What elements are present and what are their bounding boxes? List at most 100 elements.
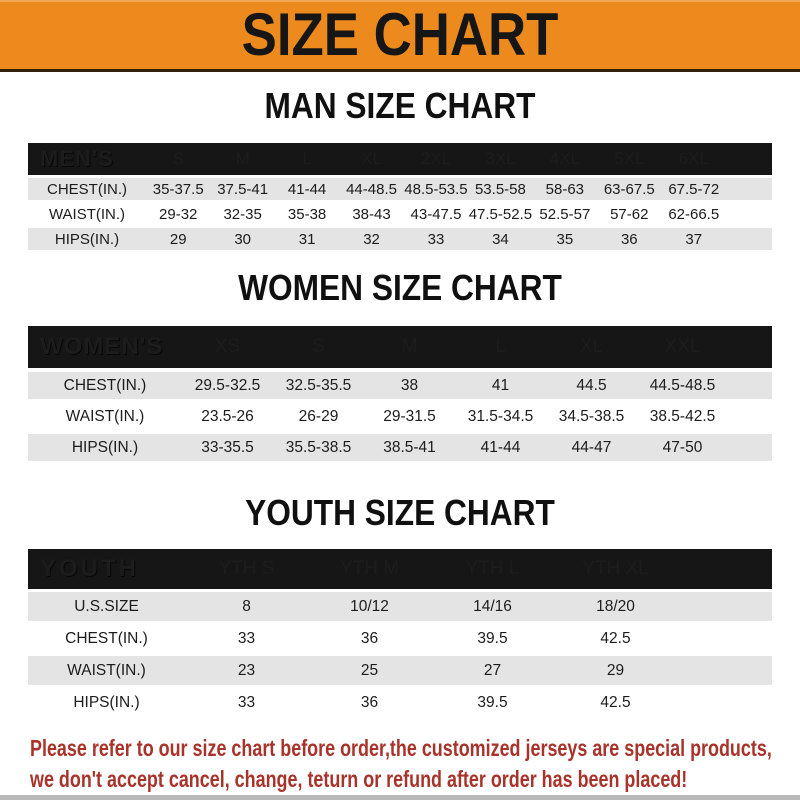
header-pad (728, 326, 772, 368)
size-value-cell: 10/12 (308, 592, 431, 621)
size-value-cell: 29-32 (146, 203, 211, 225)
row-pad (726, 203, 772, 225)
size-value-cell: 38.5-42.5 (637, 403, 728, 430)
size-column-header: 2XL (403, 143, 469, 175)
row-label: CHEST(IN.) (28, 178, 146, 200)
size-value-cell: 31 (274, 228, 340, 250)
table-row: U.S.SIZE 8 10/12 14/16 18/20 (28, 592, 772, 621)
row-pad (726, 228, 772, 250)
size-value-cell: 47-50 (637, 434, 728, 461)
size-column-header: S (146, 143, 211, 175)
size-value-cell: 14/16 (431, 592, 554, 621)
size-value-cell: 42.5 (554, 688, 677, 717)
size-column-header: L (274, 143, 340, 175)
footer-notice: Please refer to our size chart before or… (0, 733, 800, 795)
man-section-heading: MAN SIZE CHART (0, 86, 800, 126)
size-value-cell: 43-47.5 (403, 203, 469, 225)
row-pad (728, 372, 772, 399)
bottom-edge-strip (0, 795, 800, 800)
size-value-cell: 33-35.5 (182, 434, 273, 461)
size-value-cell: 38.5-41 (364, 434, 455, 461)
size-value-cell: 25 (308, 656, 431, 685)
size-column-header: M (210, 143, 275, 175)
header-pad (726, 143, 772, 175)
table-row: CHEST(IN.) 33 36 39.5 42.5 (28, 624, 772, 653)
size-value-cell: 39.5 (431, 624, 554, 653)
size-value-cell: 36 (308, 688, 431, 717)
size-value-cell: 57-62 (597, 203, 662, 225)
size-value-cell: 44-47 (546, 434, 637, 461)
table-corner-label: MEN'S (28, 143, 146, 175)
size-value-cell: 32 (339, 228, 404, 250)
row-label: U.S.SIZE (28, 592, 185, 621)
row-label: WAIST(IN.) (28, 203, 146, 225)
size-value-cell: 35-38 (274, 203, 340, 225)
row-label: HIPS(IN.) (28, 434, 182, 461)
row-pad (677, 624, 772, 653)
size-column-header: 6XL (661, 143, 726, 175)
size-column-header: L (455, 326, 546, 368)
row-label: CHEST(IN.) (28, 372, 182, 399)
size-value-cell: 32.5-35.5 (273, 372, 364, 399)
size-column-header: YTH XL (554, 549, 677, 589)
size-column-header: XL (339, 143, 404, 175)
size-value-cell: 48.5-53.5 (403, 178, 469, 200)
size-value-cell: 23 (185, 656, 308, 685)
youth-section-heading-text: YOUTH SIZE CHART (245, 492, 555, 533)
size-value-cell: 37 (661, 228, 726, 250)
table-header-row: WOMEN'S XS S M L XL XXL (28, 326, 772, 368)
table-corner-label: WOMEN'S (28, 326, 182, 368)
row-label: WAIST(IN.) (28, 656, 185, 685)
size-value-cell: 58-63 (532, 178, 598, 200)
size-value-cell: 35 (532, 228, 598, 250)
men-size-table: MEN'S S M L XL 2XL 3XL 4XL 5XL 6XL CHEST(IN.) 35-37… (28, 140, 772, 253)
size-value-cell: 36 (308, 624, 431, 653)
size-column-header: S (273, 326, 364, 368)
size-value-cell: 44-48.5 (339, 178, 404, 200)
size-value-cell: 41-44 (455, 434, 546, 461)
size-value-cell: 67.5-72 (661, 178, 726, 200)
size-value-cell: 52.5-57 (532, 203, 598, 225)
size-column-header: XXL (637, 326, 728, 368)
size-value-cell: 33 (403, 228, 469, 250)
size-value-cell: 29 (554, 656, 677, 685)
size-column-header: XL (546, 326, 637, 368)
row-pad (677, 688, 772, 717)
size-value-cell: 30 (210, 228, 275, 250)
table-row: HIPS(IN.) 33 36 39.5 42.5 (28, 688, 772, 717)
size-value-cell: 26-29 (273, 403, 364, 430)
youth-section-heading: YOUTH SIZE CHART (0, 493, 800, 533)
size-column-header: 4XL (532, 143, 598, 175)
size-value-cell: 44.5-48.5 (637, 372, 728, 399)
size-value-cell: 29-31.5 (364, 403, 455, 430)
size-value-cell: 42.5 (554, 624, 677, 653)
size-value-cell: 8 (185, 592, 308, 621)
table-corner-label: YOUTH (28, 549, 185, 589)
size-column-header: YTH S (185, 549, 308, 589)
size-column-header: YTH M (308, 549, 431, 589)
size-value-cell: 27 (431, 656, 554, 685)
size-value-cell: 62-66.5 (661, 203, 726, 225)
size-value-cell: 63-67.5 (597, 178, 662, 200)
size-value-cell: 44.5 (546, 372, 637, 399)
size-value-cell: 29 (146, 228, 211, 250)
size-value-cell: 41-44 (274, 178, 340, 200)
size-value-cell: 34.5-38.5 (546, 403, 637, 430)
table-row: CHEST(IN.) 29.5-32.5 32.5-35.5 38 41 44.5 44.5… (28, 372, 772, 399)
table-header-row: MEN'S S M L XL 2XL 3XL 4XL 5XL 6XL (28, 143, 772, 175)
size-column-header: M (364, 326, 455, 368)
size-value-cell: 18/20 (554, 592, 677, 621)
table-row: HIPS(IN.) 33-35.5 35.5-38.5 38.5-41 41-44 44-… (28, 434, 772, 461)
women-section-heading: WOMEN SIZE CHART (0, 268, 800, 308)
women-section-heading-text: WOMEN SIZE CHART (238, 267, 562, 308)
table-row: WAIST(IN.) 23.5-26 26-29 29-31.5 31.5-34.5 34… (28, 403, 772, 430)
table-row: WAIST(IN.) 23 25 27 29 (28, 656, 772, 685)
size-value-cell: 47.5-52.5 (468, 203, 533, 225)
size-value-cell: 39.5 (431, 688, 554, 717)
size-column-header: 3XL (468, 143, 533, 175)
size-value-cell: 37.5-41 (210, 178, 275, 200)
footer-notice-line1: Please refer to our size chart before or… (30, 735, 772, 761)
size-column-header: YTH L (431, 549, 554, 589)
size-value-cell: 36 (597, 228, 662, 250)
